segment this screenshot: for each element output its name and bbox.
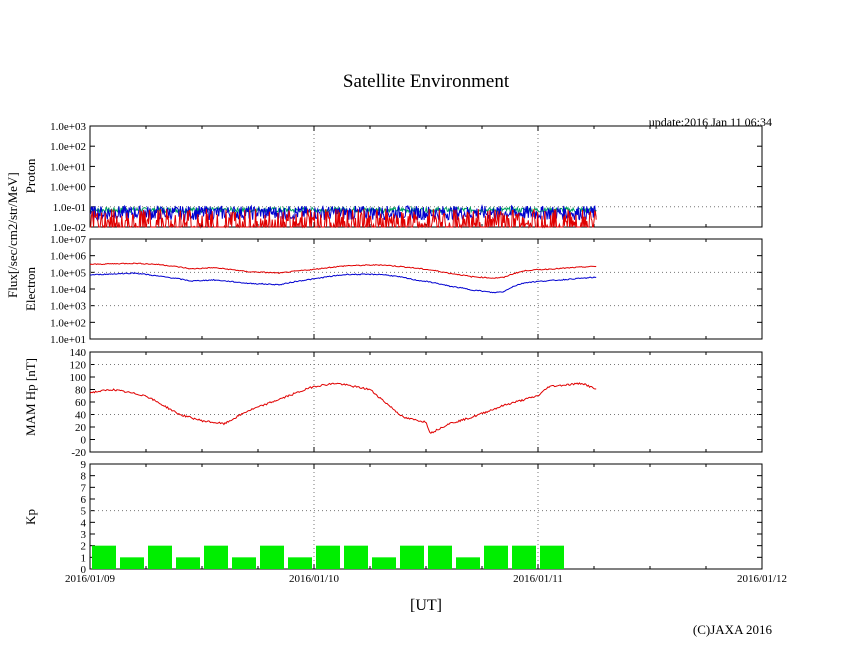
mam-ytick-label: 40 [75, 410, 87, 422]
mam-ytick-label: -20 [71, 447, 86, 459]
update-timestamp: update:2016 Jan 11 06:34 [649, 115, 772, 129]
flux-axis-label: Flux[/sec/cm2/str/MeV] [5, 172, 20, 298]
kp-bar [400, 545, 424, 569]
flux-label: Flux[/sec/cm2/str/MeV] [5, 172, 20, 298]
mam-ytick-label: 60 [75, 397, 87, 409]
mam-ytick-label: 120 [70, 360, 87, 372]
kp-ytick-label: 1 [81, 552, 87, 564]
proton-series-blue [89, 204, 597, 222]
x-tick-label: 2016/01/10 [289, 573, 340, 585]
kp-bar [260, 545, 284, 569]
mam-label: MAM Hp [nT] [23, 358, 38, 436]
proton-series-red [90, 208, 597, 229]
kp-bar [372, 557, 396, 569]
proton-ytick-label: 1.0e+00 [50, 182, 86, 194]
kp-bar [204, 545, 228, 569]
electron-ytick-label: 1.0e+06 [50, 251, 86, 263]
electron-label: Electron [23, 266, 38, 311]
kp-ytick-label: 9 [81, 459, 87, 471]
kp-bar [120, 557, 144, 569]
electron-series-red [89, 262, 597, 279]
electron-ytick-label: 1.0e+04 [50, 284, 86, 296]
kp-ytick-label: 4 [81, 517, 87, 529]
copyright: (C)JAXA 2016 [693, 622, 773, 637]
mam-ytick-label: 0 [81, 435, 87, 447]
proton-ytick-label: 1.0e-02 [53, 222, 86, 234]
mam-ytick-label: 20 [75, 422, 87, 434]
kp-frame [89, 463, 763, 570]
kp-bar [176, 557, 200, 569]
kp-ytick-label: 2 [81, 541, 87, 553]
electron-ytick-label: 1.0e+01 [50, 334, 86, 346]
mam-series-Hp [89, 382, 597, 435]
panel-proton: 1.0e-02 1.0e-01 1.0e+00 1.0e+01 1.0e+02 1.0e+… [50, 121, 763, 234]
electron-ytick-label: 1.0e+02 [50, 317, 86, 329]
electron-series-blue [89, 272, 597, 294]
chart-title: Satellite Environment [343, 71, 510, 92]
kp-bar [428, 545, 452, 569]
kp-bar [484, 545, 508, 569]
electron-frame [89, 238, 763, 340]
kp-ytick-label: 0 [81, 564, 87, 576]
kp-bar [316, 545, 340, 569]
mam-frame [89, 351, 763, 453]
kp-bar [512, 545, 536, 569]
kp-bar [92, 545, 116, 569]
x-tick-label: 2016/01/11 [513, 573, 563, 585]
kp-ytick-label: 8 [81, 471, 87, 483]
electron-ytick-label: 1.0e+03 [50, 301, 86, 313]
kp-ytick-label: 7 [81, 482, 87, 494]
kp-bar [540, 545, 564, 569]
kp-bar [456, 557, 480, 569]
x-tick-label: 2016/01/12 [737, 573, 787, 585]
kp-label: Kp [23, 509, 38, 525]
kp-bar [344, 545, 368, 569]
mam-ytick-label: 140 [70, 347, 87, 359]
proton-ytick-label: 1.0e+02 [50, 141, 86, 153]
x-tick-label: 2016/01/09 [65, 573, 116, 585]
kp-ytick-label: 6 [81, 494, 87, 506]
kp-ytick-label: 3 [81, 529, 87, 541]
kp-ytick-label: 5 [81, 506, 87, 518]
electron-ytick-label: 1.0e+07 [50, 234, 86, 246]
kp-bar [232, 557, 256, 569]
proton-ytick-label: 1.0e+01 [50, 161, 86, 173]
electron-ytick-label: 1.0e+05 [50, 267, 86, 279]
mam-ytick-label: 80 [75, 385, 87, 397]
proton-frame [89, 125, 763, 228]
proton-label: Proton [23, 158, 38, 193]
x-axis-label: [UT] [410, 597, 442, 614]
proton-ytick-label: 1.0e+03 [50, 121, 86, 133]
panel-electron: 1.0e+01 1.0e+02 1.0e+03 1.0e+04 1.0e+05 1.0e+… [50, 234, 763, 346]
mam-ytick-label: 100 [70, 372, 87, 384]
kp-bar [148, 545, 172, 569]
kp-bar [288, 557, 312, 569]
proton-ytick-label: 1.0e-01 [53, 202, 86, 214]
